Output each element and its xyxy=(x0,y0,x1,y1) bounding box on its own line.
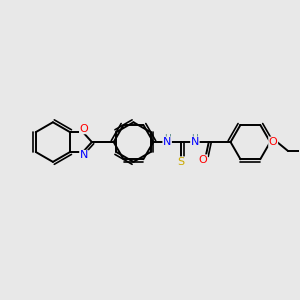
Text: O: O xyxy=(80,124,88,134)
Text: H: H xyxy=(164,134,170,142)
Text: H: H xyxy=(191,134,198,142)
Text: N: N xyxy=(163,137,171,147)
Text: S: S xyxy=(178,157,184,167)
Text: O: O xyxy=(199,155,207,165)
Text: N: N xyxy=(191,137,199,147)
Text: N: N xyxy=(80,150,88,161)
Text: O: O xyxy=(269,137,278,147)
